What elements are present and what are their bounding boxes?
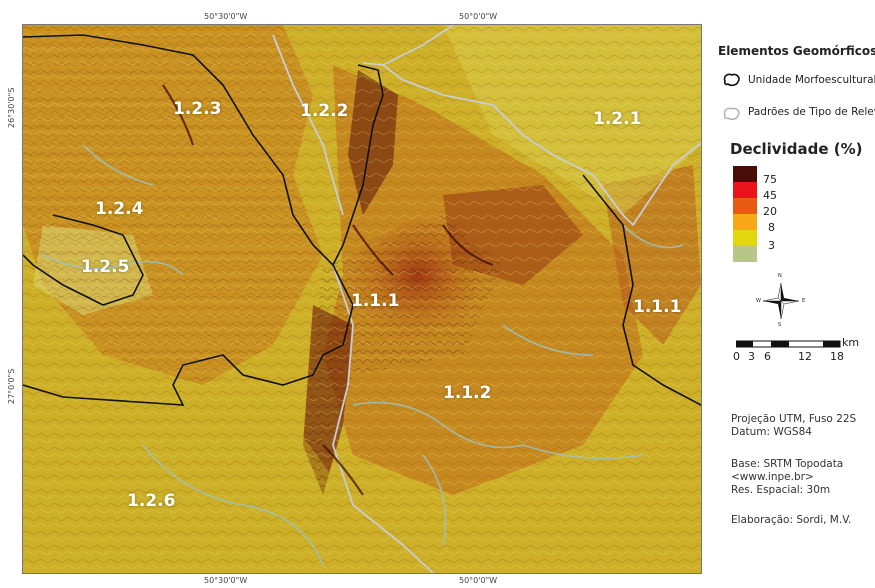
east-label: E — [802, 298, 806, 304]
slope-class-8-swatch — [733, 214, 757, 230]
region-label-1-2-5: 1.2.5 — [81, 257, 130, 277]
region-label-1-1-2: 1.1.2 — [443, 383, 492, 403]
morphosculptural-boundaries — [23, 34, 701, 406]
datum-line: Datum: WGS84 — [731, 426, 812, 438]
region-label-1-2-6: 1.2.6 — [127, 491, 176, 511]
slope-label-3: 3 — [768, 239, 775, 252]
slope-class-45-swatch — [733, 182, 757, 198]
region-label-1-1-1-east: 1.1.1 — [633, 297, 682, 317]
region-label-1-2-2: 1.2.2 — [300, 101, 349, 121]
region-label-1-1-1-west: 1.1.1 — [351, 291, 400, 311]
morphosculptural-unit-icon — [723, 73, 740, 87]
north-arrow-icon — [762, 282, 800, 320]
coord-bottom-right: 50°0'0"W — [459, 576, 498, 585]
projection-line: Projeção UTM, Fuso 22S — [731, 413, 857, 425]
relief-pattern-icon — [723, 107, 740, 121]
scale-tick-12: 12 — [798, 350, 812, 363]
slope-class-3-swatch — [733, 230, 757, 246]
legend-item-morphosculptural-unit: Unidade Morfoescultural — [748, 74, 875, 86]
coord-left-top: 26°30'0"S — [7, 87, 16, 128]
projection-info: Projeção UTM, Fuso 22S Datum: WGS84 — [731, 413, 856, 439]
slope-label-45: 45 — [763, 189, 777, 202]
slope-label-20: 20 — [763, 205, 777, 218]
coord-bottom-left: 50°30'0"W — [204, 576, 248, 585]
legend-item-relief-pattern: Padrões de Tipo de Relevo — [748, 106, 875, 118]
south-label: S — [778, 322, 782, 328]
author-info: Elaboração: Sordi, M.V. — [731, 514, 852, 526]
scale-bar — [736, 340, 841, 348]
region-label-1-2-1: 1.2.1 — [593, 109, 642, 129]
slope-label-8: 8 — [768, 221, 775, 234]
region-label-1-2-3: 1.2.3 — [173, 99, 222, 119]
slope-label-75: 75 — [763, 173, 777, 186]
scale-tick-3: 3 — [748, 350, 755, 363]
coord-top-right: 50°0'0"W — [459, 12, 498, 21]
scale-unit: km — [842, 336, 860, 349]
coord-left-bottom: 27°0'0"S — [7, 368, 16, 404]
slope-class-20-swatch — [733, 198, 757, 214]
region-label-1-2-4: 1.2.4 — [95, 199, 144, 219]
base-info: Base: SRTM Topodata <www.inpe.br> Res. E… — [731, 458, 843, 497]
scale-tick-6: 6 — [764, 350, 771, 363]
slope-map[interactable]: 1.2.3 1.2.2 1.2.1 1.2.4 1.2.5 1.1.1 1.1.… — [22, 24, 702, 574]
resolution-line: Res. Espacial: 30m — [731, 484, 831, 496]
west-label: W — [756, 298, 761, 304]
legend-title: Elementos Geomórficos — [718, 44, 875, 58]
scale-tick-18: 18 — [830, 350, 844, 363]
slope-title: Declividade (%) — [730, 140, 863, 158]
drainage-network — [42, 144, 684, 566]
base-url-line: <www.inpe.br> — [731, 471, 814, 483]
slope-class-75-swatch — [733, 166, 757, 182]
coord-top-left: 50°30'0"W — [204, 12, 248, 21]
scale-tick-0: 0 — [733, 350, 740, 363]
slope-map-canvas — [23, 25, 701, 573]
slope-class-0-swatch — [733, 246, 757, 262]
relief-pattern-boundaries — [272, 25, 701, 573]
north-label: N — [778, 273, 782, 279]
base-line: Base: SRTM Topodata — [731, 458, 844, 470]
